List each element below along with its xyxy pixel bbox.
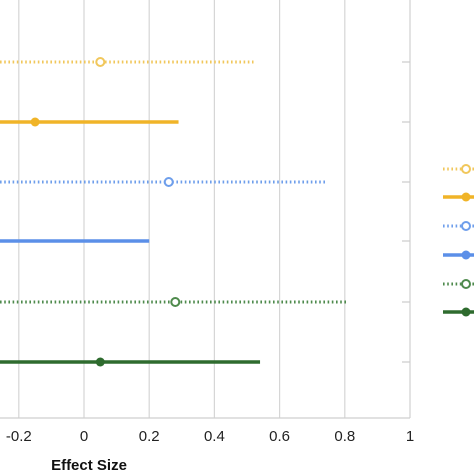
x-tick-label: 0.2 — [139, 428, 160, 445]
row-tick-marks — [402, 61, 410, 363]
point-estimate — [95, 57, 106, 67]
point-estimate — [163, 177, 174, 187]
point-estimate — [95, 357, 105, 367]
legend-marker — [461, 221, 471, 231]
x-tick-label: 0 — [80, 428, 88, 445]
x-tick-label: 0.6 — [269, 428, 290, 445]
legend-marker — [461, 164, 471, 174]
legend-marker — [461, 307, 471, 317]
point-estimate — [30, 117, 40, 127]
legend-marker — [461, 250, 471, 260]
x-tick-label: 0.8 — [334, 428, 355, 445]
legend-marker — [461, 192, 471, 202]
x-tick-label: 1 — [406, 428, 414, 445]
effect-size-series — [0, 57, 349, 367]
x-axis-title: Effect Size — [51, 457, 127, 474]
x-tick-label: 0.4 — [204, 428, 225, 445]
point-estimate — [170, 297, 181, 307]
x-axis-tick-labels: -0.2 0 0.2 0.4 0.6 0.8 1 — [6, 428, 414, 445]
legend-marker — [461, 279, 471, 289]
vertical-gridlines — [0, 0, 411, 419]
x-tick-label: -0.2 — [6, 428, 32, 445]
legend — [443, 164, 474, 317]
